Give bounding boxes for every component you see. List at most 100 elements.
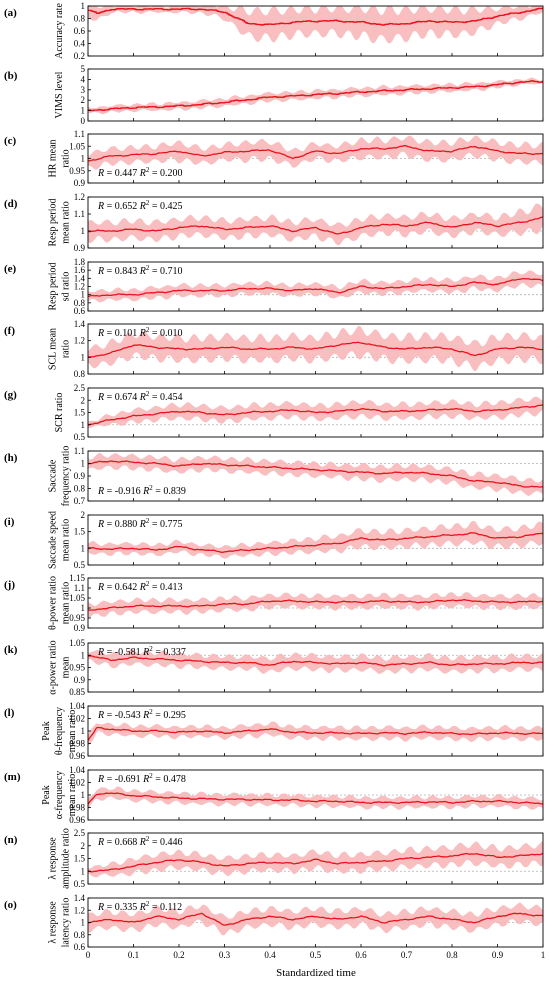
y-tick-label: 1 [81,290,86,300]
panel-letter: (i) [4,516,15,528]
y-tick-label: 0.9 [74,623,86,633]
y-axis-label: mean ratio [67,774,78,816]
correlation-stats: R = 0.642 R2 = 0.413 [97,580,183,593]
y-axis-label: λ response [48,837,59,880]
y-axis-label: θ-power ratio [48,576,59,630]
y-tick-label: 0.4 [74,39,86,49]
y-tick-label: 1.8 [74,257,86,267]
mean-line [88,912,543,926]
y-tick-label: 0.85 [69,687,85,697]
y-tick-label: 0.95 [69,663,85,673]
y-tick-label: 0.8 [74,484,86,494]
y-tick-label: 1 [81,352,86,362]
y-tick-label: 1.04 [69,765,85,775]
mean-line [88,655,543,667]
plot-area [88,325,543,372]
y-axis-label: SCR ratio [54,393,65,433]
plot-area [88,721,543,746]
y-tick-label: 1.2 [74,336,85,346]
y-tick-label: 1 [81,106,86,116]
x-tick-label: 0.3 [219,950,231,960]
correlation-stats: R = 0.843 R2 = 0.710 [97,264,183,277]
y-tick-label: 0.9 [74,471,86,481]
y-tick-label: 1.1 [74,446,85,456]
y-tick-label: 1.5 [74,527,86,537]
spread-band [88,135,543,170]
y-axis-label: Resp period [48,198,59,246]
panel-l: 1.04 1.02 1 0.98 0.96 (l) Peak θ-frequency mean … [4,701,544,761]
plot-area [88,592,543,618]
x-tick-label: 0.5 [310,950,322,960]
y-tick-label: 2 [81,510,86,520]
mean-line [88,277,543,298]
x-tick-label: 0.2 [173,950,184,960]
panel-letter: (l) [4,707,15,719]
mean-line [88,404,543,426]
mean-line [88,599,543,611]
y-tick-label: 1 [81,790,86,800]
panel-f: 1.4 1.2 1 0.8 (f) SCL mean ratio R = 0.101 R2 =… [4,319,544,379]
y-axis-label: mean [61,657,72,679]
correlation-stats: R = 0.674 R2 = 0.454 [97,390,183,403]
y-tick-label: 2 [81,95,86,105]
y-axis-label: mean ratio [61,582,72,624]
y-tick-label: 1.4 [74,273,86,283]
y-tick-label: 0.96 [69,815,85,825]
y-tick-label: 1 [81,226,86,236]
y-axis-label: θ-frequency [54,707,65,755]
y-axis-label: α-power ratio [48,640,59,694]
panel-c: 1.1 1.05 1 0.95 0.9 (c) HR mean ratio R = 0.447 … [4,129,544,188]
panel-k: 1.05 1 0.95 0.9 0.85 (k) α-power ratio mean R = … [4,638,544,697]
x-axis-label: Standardized time [276,967,356,979]
mean-line [88,7,543,26]
y-tick-label: 1 [81,1,86,11]
y-tick-label: 1 [81,154,86,164]
plot-area [88,649,543,674]
y-tick-label: 1.05 [69,141,85,151]
x-tick-label: 0 [86,950,91,960]
y-axis-label: Accuracy rate [54,3,65,59]
y-tick-label: 1.02 [69,778,85,788]
panel-i: 2 1.5 1 0.5 (i) Saccade speed mean ratio R = 0.… [4,510,544,570]
spread-band [88,721,543,746]
spread-band [88,77,543,115]
y-tick-label: 0.9 [74,178,86,188]
y-tick-label: 0 [81,116,86,126]
plot-area [88,77,543,115]
panel-g: 2.5 2 1.5 1 0.5 (g) SCR ratio R = 0.674 R2 = 0.… [4,383,544,442]
y-tick-label: 0.98 [69,803,85,813]
y-tick-label: 0.8 [74,298,86,308]
y-axis-label: Resp period [48,262,59,310]
y-axis-label: latency ratio [61,898,72,948]
y-axis-label: Saccade speed [48,511,59,569]
y-tick-label: 2 [81,841,86,851]
correlation-stats: R = 0.447 R2 = 0.200 [97,166,183,179]
y-tick-label: 0.5 [74,432,86,442]
y-tick-label: 1 [81,459,86,469]
y-tick-label: 1.6 [74,265,86,275]
panel-letter: (c) [4,135,17,147]
panel-m: 1.04 1.02 1 0.98 0.96 (m) Peak α-frequency mean … [4,765,544,825]
plot-area [88,396,543,429]
y-axis-label: mean ratio [61,201,72,243]
y-tick-label: 3 [81,85,86,95]
y-tick-label: 0.8 [74,930,86,940]
correlation-stats: R = -0.543 R2 = 0.295 [97,708,186,721]
panel-letter: (e) [4,263,17,275]
plot-area [88,841,543,878]
y-tick-label: 0.6 [74,942,86,952]
y-tick-label: 0.8 [74,14,86,24]
y-tick-label: 0.5 [74,879,86,889]
y-tick-label: 2 [81,395,86,405]
y-tick-label: 1.5 [74,408,86,418]
panel-letter: (h) [4,452,18,464]
correlation-stats: R = -0.691 R2 = 0.478 [97,772,186,785]
panel-letter: (g) [4,389,17,401]
y-tick-label: 1.1 [74,209,85,219]
spread-band [88,6,543,44]
y-tick-label: 1 [81,420,86,430]
spread-band [88,270,543,303]
plot-area [88,6,543,44]
correlation-stats: R = -0.916 R2 = 0.839 [97,484,186,497]
